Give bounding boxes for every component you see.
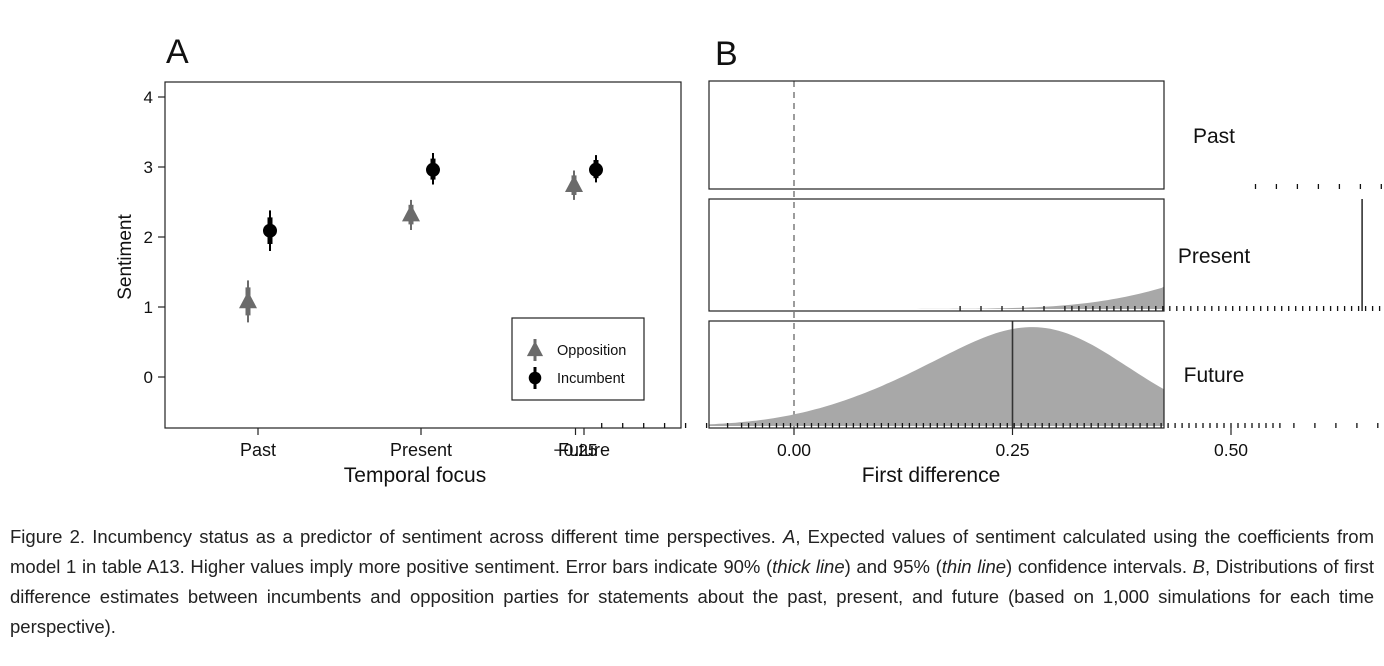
x-tick-label: Past	[240, 440, 276, 460]
caption-text-1: Figure 2. Incumbency status as a predict…	[10, 526, 783, 547]
caption-thin: thin line	[941, 556, 1007, 577]
facet-frame-future	[708, 320, 1165, 429]
legend-label: Incumbent	[557, 371, 625, 387]
x-tick-label: −0.25	[553, 440, 597, 460]
facet-frame-present	[708, 198, 1165, 312]
y-tick-label: 2	[144, 228, 153, 247]
x-tick-label: 0.50	[1214, 440, 1248, 460]
caption-text-2: , Expected values of sentiment calculate…	[10, 526, 1374, 577]
x-tick-label: Present	[390, 440, 452, 460]
y-tick-label: 4	[144, 88, 153, 107]
x-tick-label: 0.00	[777, 440, 811, 460]
legend-label: Opposition	[557, 343, 626, 359]
legend-frame	[511, 317, 645, 401]
caption-text-5: , Distributions of first difference esti…	[10, 556, 1375, 637]
legend: Opposition Incumbent	[511, 317, 645, 401]
caption-a: A	[782, 526, 796, 547]
legend-marker-triangle	[526, 340, 544, 357]
panel-a-frame	[164, 81, 682, 429]
y-tick-label: 0	[144, 368, 153, 387]
panel-b-letter: B	[715, 35, 738, 73]
facet-label-present: Present	[1178, 245, 1251, 268]
rug-present	[959, 306, 1381, 311]
figure: A B 0 1 2 3 4 Past Present Future Temporal focus…	[115, 33, 1384, 487]
point-triangle	[565, 175, 583, 192]
y-tick-label: 3	[144, 158, 153, 177]
point-triangle	[239, 291, 257, 309]
figure-caption: Figure 2. Incumbency status as a predict…	[10, 522, 1374, 642]
y-tick-label: 1	[144, 298, 153, 317]
panel-a-letter: A	[166, 33, 189, 71]
point-triangle	[402, 204, 420, 222]
rug-past	[1254, 184, 1382, 189]
x-tick-label: Future	[558, 440, 610, 460]
point-circle	[426, 162, 440, 177]
density-future	[572, 327, 1384, 426]
facet-label-future: Future	[1184, 364, 1245, 387]
rug-future	[601, 423, 1379, 428]
x-tick-label: 0.25	[995, 440, 1029, 460]
caption-text-4: ) confidence intervals.	[1006, 556, 1193, 577]
point-circle	[589, 162, 603, 177]
x-axis-title: First difference	[862, 464, 1001, 487]
y-axis-title: Sentiment	[115, 214, 136, 300]
caption-thick: thick line	[772, 556, 845, 577]
caption-b: B	[1192, 556, 1205, 577]
facet-label-past: Past	[1193, 125, 1235, 148]
facet-frame-past	[708, 80, 1165, 190]
panel-b-chart: PastPresentFuture−0.250.000.250.500.751.…	[553, 80, 1384, 487]
point-circle	[263, 223, 277, 238]
x-axis-title: Temporal focus	[344, 464, 486, 487]
density-present	[884, 205, 1384, 309]
panel-a-chart: 0 1 2 3 4 Past Present Future Temporal focus Sent…	[115, 81, 682, 487]
legend-marker-circle	[528, 371, 542, 385]
caption-text-3: ) and 95% (	[844, 556, 942, 577]
